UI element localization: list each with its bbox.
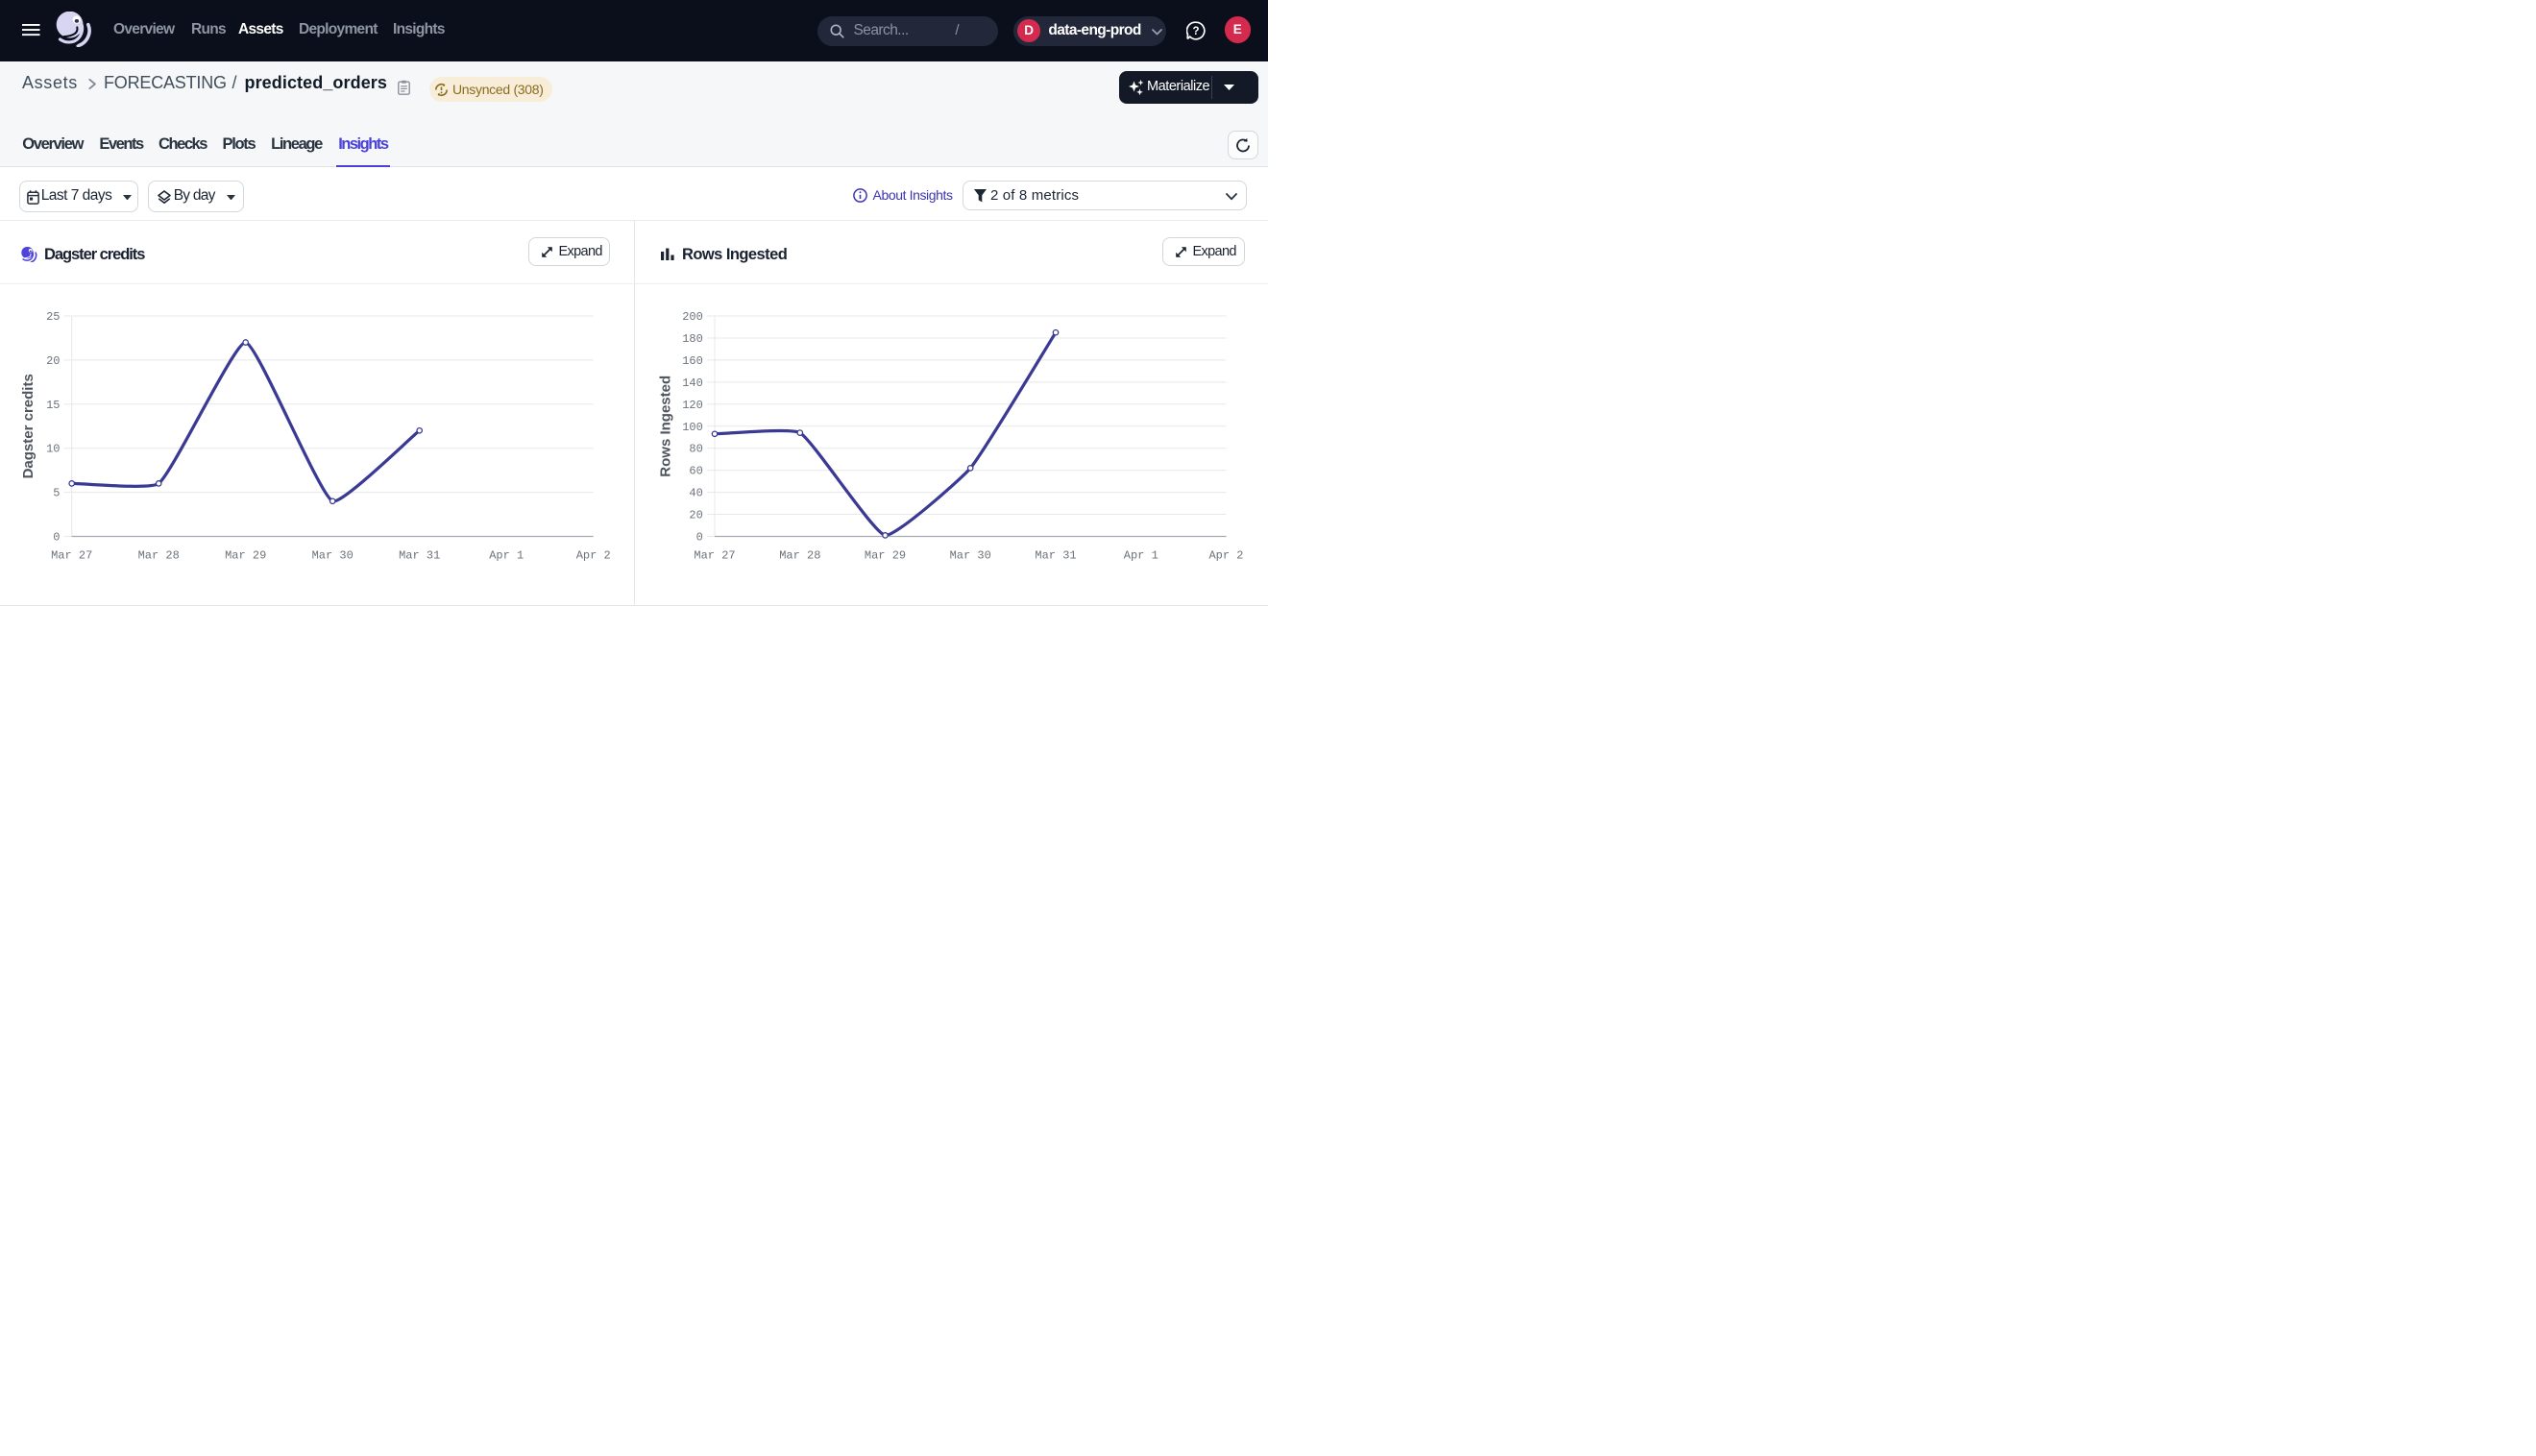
- svg-text:0: 0: [696, 530, 703, 544]
- svg-text:25: 25: [46, 310, 60, 324]
- svg-text:Dagster credits: Dagster credits: [20, 374, 37, 478]
- svg-text:Apr 1: Apr 1: [1124, 548, 1158, 562]
- svg-text:Apr 2: Apr 2: [1208, 548, 1243, 562]
- svg-text:10: 10: [46, 442, 60, 455]
- svg-text:140: 140: [682, 376, 703, 389]
- svg-text:180: 180: [682, 331, 703, 345]
- svg-text:200: 200: [682, 310, 703, 324]
- svg-text:100: 100: [682, 420, 703, 433]
- svg-text:160: 160: [682, 353, 703, 367]
- svg-text:Rows Ingested: Rows Ingested: [658, 375, 674, 476]
- svg-text:Mar 30: Mar 30: [950, 548, 991, 562]
- svg-text:60: 60: [689, 464, 702, 477]
- svg-text:Mar 27: Mar 27: [51, 548, 92, 562]
- svg-text:Mar 27: Mar 27: [694, 548, 735, 562]
- svg-text:20: 20: [689, 508, 702, 522]
- svg-text:40: 40: [689, 486, 702, 499]
- svg-text:Apr 1: Apr 1: [489, 548, 524, 562]
- svg-text:20: 20: [46, 353, 60, 367]
- svg-text:Mar 31: Mar 31: [399, 548, 440, 562]
- svg-text:5: 5: [53, 486, 60, 499]
- svg-text:Mar 31: Mar 31: [1035, 548, 1076, 562]
- svg-text:Mar 29: Mar 29: [225, 548, 266, 562]
- svg-text:Mar 29: Mar 29: [865, 548, 906, 562]
- svg-text:Mar 28: Mar 28: [779, 548, 820, 562]
- svg-text:Apr 2: Apr 2: [576, 548, 611, 562]
- svg-text:120: 120: [682, 398, 703, 411]
- svg-text:15: 15: [46, 398, 60, 411]
- svg-text:Mar 28: Mar 28: [138, 548, 180, 562]
- svg-text:Mar 30: Mar 30: [312, 548, 354, 562]
- svg-text:0: 0: [53, 530, 60, 544]
- svg-text:?: ?: [1192, 26, 1199, 37]
- svg-text:80: 80: [689, 442, 702, 455]
